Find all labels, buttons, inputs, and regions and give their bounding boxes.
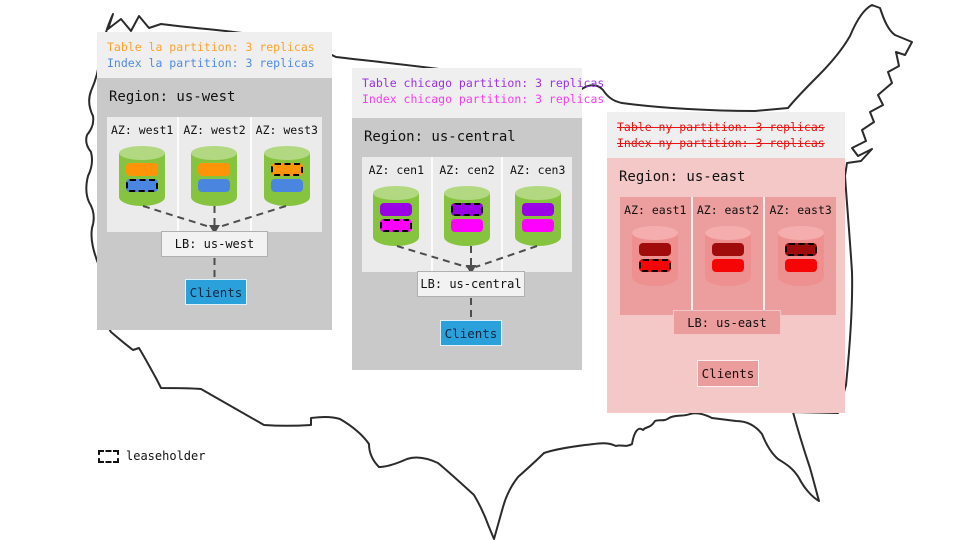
annotation-table-line: Table la partition: 3 replicas [107,40,315,54]
legend: leaseholder [98,449,205,463]
lb-box-us-central: LB: us-central [417,271,525,297]
replica-bars [521,203,554,235]
region-box-us-central: Region: us-central AZ: cen1 AZ: cen2 [352,118,582,370]
az-label: AZ: east2 [696,203,760,217]
cylinder-top [705,226,751,240]
az-box-west1: AZ: west1 [107,117,177,232]
az-label: AZ: cen1 [368,163,425,177]
annotation-table-line: Table chicago partition: 3 replicas [362,76,605,90]
cylinder-top [777,226,824,240]
replica-bars [451,203,483,235]
cylinder-top [632,226,679,240]
replica-bars [639,243,672,275]
az-box-east1: AZ: east1 [620,197,691,315]
table-replica-bar [784,243,817,256]
lb-box-us-east: LB: us-east [673,310,781,335]
database-cylinder [444,186,490,246]
index-replica-bar [712,259,744,272]
az-box-cen3: AZ: cen3 [501,157,572,272]
az-container: AZ: east1 AZ: east2 [620,197,836,315]
replica-bars [784,243,817,275]
index-replica-bar [784,259,817,272]
replica-bars [270,163,303,195]
az-label: AZ: west3 [255,123,318,137]
region-title: Region: us-east [619,169,746,185]
lb-label: LB: us-central [420,277,522,291]
az-label: AZ: west2 [183,123,246,137]
cylinder-top [514,186,561,200]
replica-bars [198,163,231,195]
database-cylinder [705,226,751,286]
index-replica-bar [198,179,231,192]
cylinder-top [444,186,490,200]
az-container: AZ: west1 AZ: west2 [107,117,322,232]
annotation-us-east: Table ny partition: 3 replicas Index ny … [607,112,845,158]
leaseholder-swatch-icon [98,449,119,463]
cylinder-top [191,146,238,160]
cylinder-top [119,146,166,160]
index-replica-bar [126,179,159,192]
region-box-us-west: Region: us-west AZ: west1 AZ: west2 [97,78,332,330]
cylinder-top [373,186,420,200]
table-replica-bar [126,163,159,176]
annotation-table-line: Table ny partition: 3 replicas [617,120,825,134]
lb-label: LB: us-west [174,237,255,251]
az-label: AZ: east3 [769,203,832,217]
lb-box-us-west: LB: us-west [161,231,268,257]
index-replica-bar [451,219,483,232]
annotation-us-central: Table chicago partition: 3 replicas Inde… [352,68,605,118]
index-replica-bar [521,219,554,232]
az-box-west2: AZ: west2 [177,117,249,232]
table-replica-bar [451,203,483,216]
annotation-index-line: Index chicago partition: 3 replicas [362,92,605,106]
table-replica-bar [521,203,554,216]
table-replica-bar [712,243,744,256]
az-box-east2: AZ: east2 [690,197,764,315]
az-label: AZ: cen2 [439,163,495,177]
index-replica-bar [380,219,413,232]
replica-bars [126,163,159,195]
az-box-cen1: AZ: cen1 [362,157,431,272]
annotation-us-west: Table la partition: 3 replicas Index la … [97,32,332,78]
index-replica-bar [639,259,672,272]
region-box-us-east: Region: us-east AZ: east1 AZ: east2 [607,158,845,413]
clients-box-us-central: Clients [440,320,502,346]
table-replica-bar [380,203,413,216]
table-replica-bar [270,163,303,176]
table-replica-bar [198,163,231,176]
annotation-index-line: Index ny partition: 3 replicas [617,136,825,150]
database-cylinder [119,146,166,206]
replica-bars [380,203,413,235]
replica-bars [712,243,744,275]
az-label: AZ: cen3 [509,163,566,177]
region-title: Region: us-west [109,89,236,105]
table-replica-bar [639,243,672,256]
clients-box-us-east: Clients [697,360,759,387]
az-container: AZ: cen1 AZ: cen2 [362,157,572,272]
database-cylinder [191,146,238,206]
region-title: Region: us-central [364,129,516,145]
az-label: AZ: east1 [624,203,687,217]
annotation-index-line: Index la partition: 3 replicas [107,56,315,70]
database-cylinder [632,226,679,286]
az-label: AZ: west1 [111,123,174,137]
legend-label: leaseholder [126,449,206,463]
cylinder-top [263,146,310,160]
az-box-west3: AZ: west3 [249,117,322,232]
az-box-east3: AZ: east3 [763,197,836,315]
az-box-cen2: AZ: cen2 [430,157,502,272]
database-cylinder [263,146,310,206]
database-cylinder [373,186,420,246]
index-replica-bar [270,179,303,192]
lb-label: LB: us-east [687,315,767,330]
database-cylinder [514,186,561,246]
clients-box-us-west: Clients [185,279,247,305]
database-cylinder [777,226,824,286]
